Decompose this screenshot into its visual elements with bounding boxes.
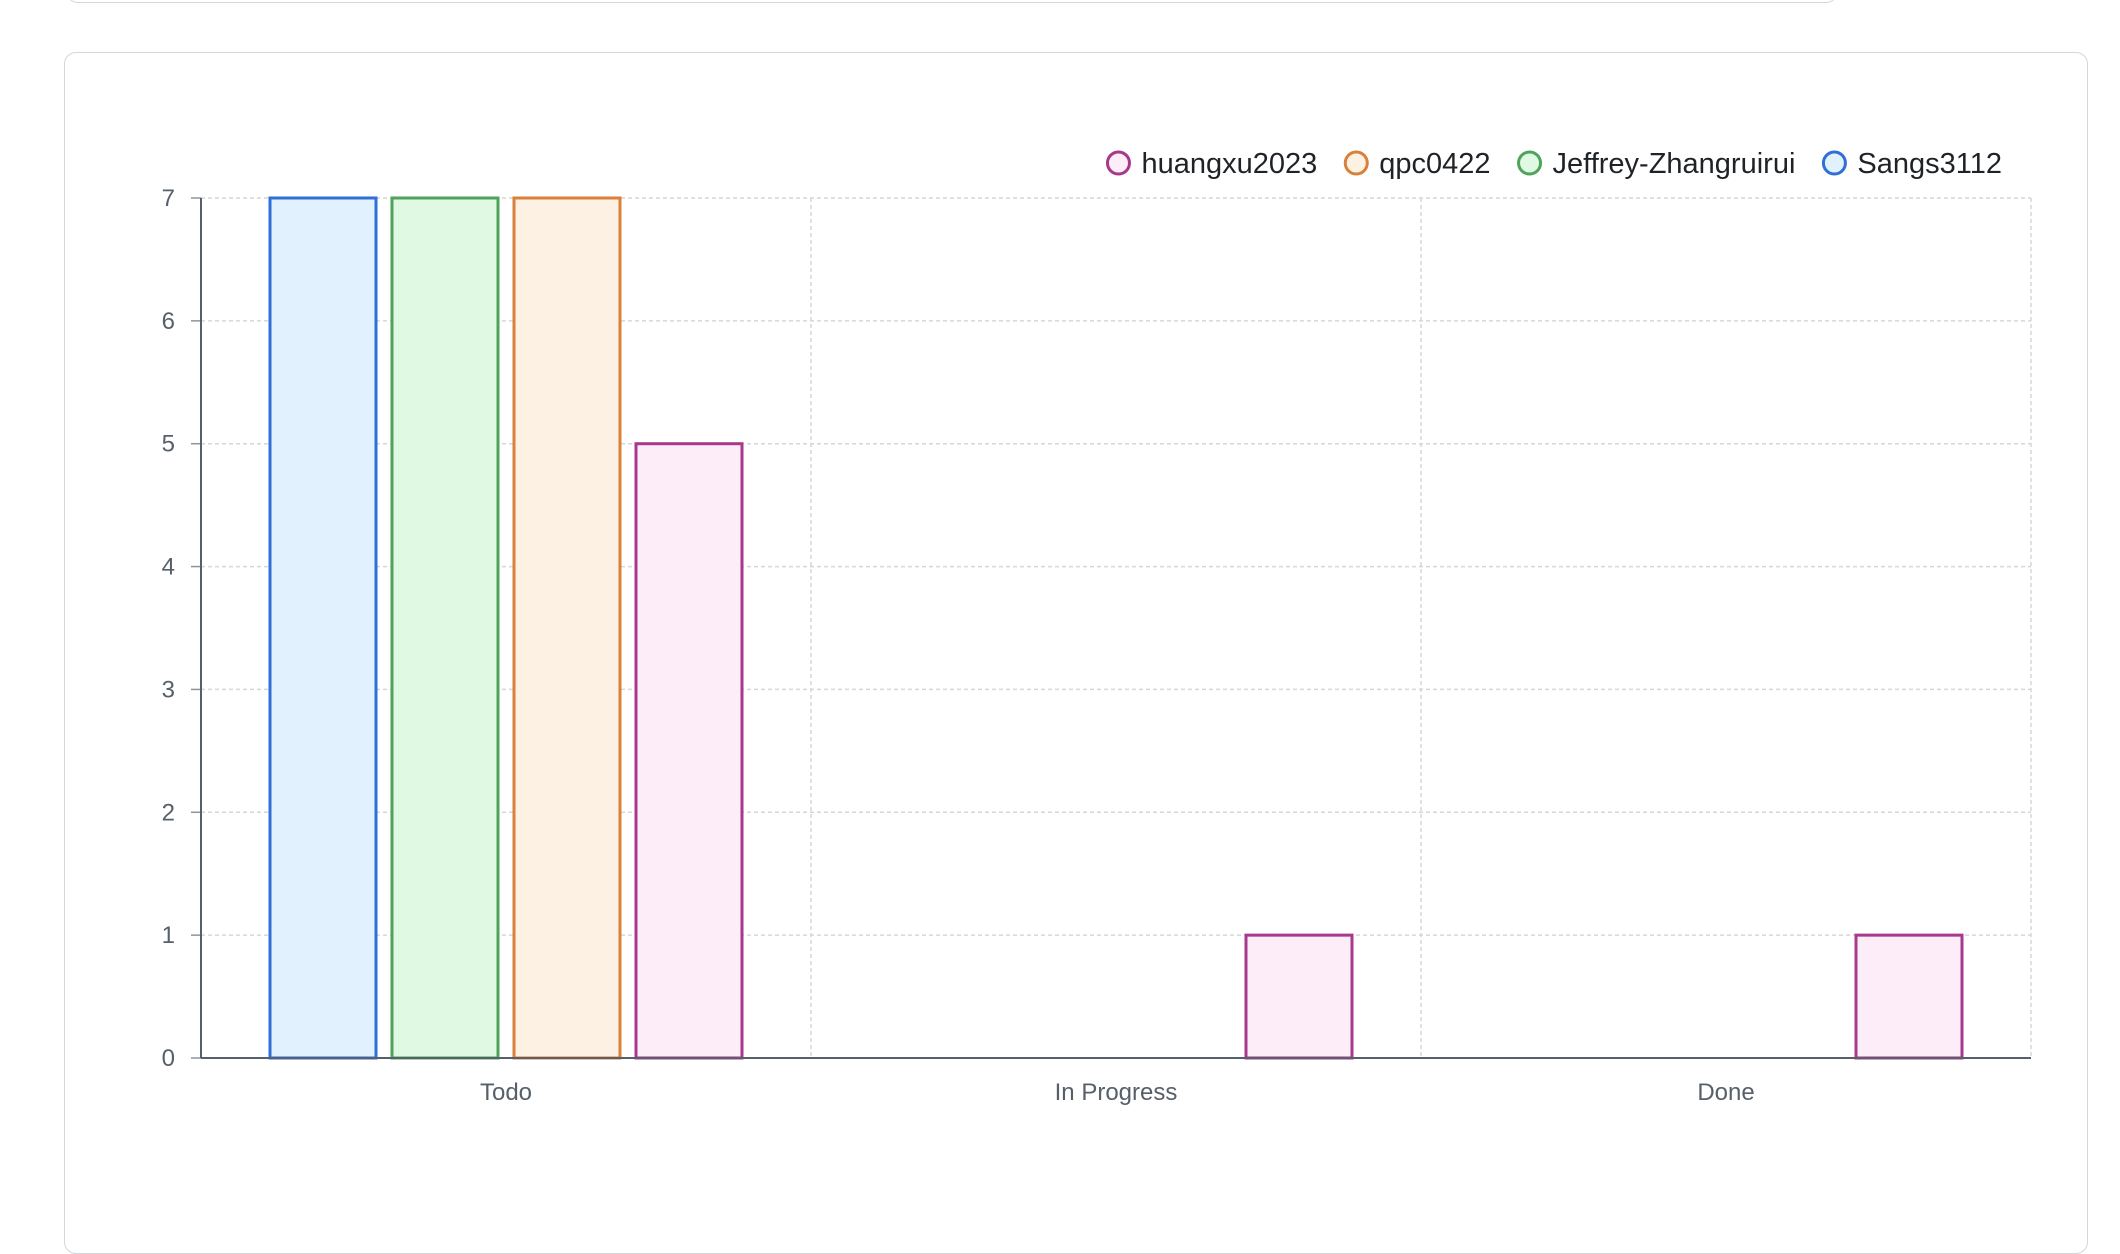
bars	[268, 196, 1964, 1060]
y-tick-label: 7	[162, 185, 175, 212]
legend-swatch-icon	[1343, 150, 1369, 176]
grid	[201, 197, 2032, 1058]
y-tick-label: 2	[162, 799, 175, 826]
y-tick-label: 1	[162, 922, 175, 949]
legend-swatch-icon	[1105, 150, 1131, 176]
legend-swatch-icon	[1821, 150, 1847, 176]
bar-chart: 0 1 2 3 4 5 6 7 Todo In Progress Done huangxu2023 q…	[162, 148, 2032, 1106]
y-tick-label: 6	[162, 308, 175, 335]
legend-label: Jeffrey-Zhangruirui	[1553, 148, 1796, 180]
bar-qpc0422-todo[interactable]	[512, 196, 622, 1060]
bar-Sangs3112-todo[interactable]	[268, 196, 378, 1060]
legend: huangxu2023 qpc0422 Jeffrey-Zhangruirui San…	[1105, 148, 2002, 180]
legend-item-Jeffrey-Zhangruirui[interactable]: Jeffrey-Zhangruirui	[1517, 148, 1796, 180]
legend-swatch-icon	[1517, 150, 1543, 176]
x-tick-label: Todo	[480, 1079, 532, 1106]
y-tick-label: 0	[162, 1045, 175, 1072]
bar-huangxu2023-todo[interactable]	[634, 442, 744, 1060]
bar-huangxu2023-in-progress[interactable]	[1244, 933, 1354, 1060]
axes	[191, 197, 2031, 1059]
legend-item-huangxu2023[interactable]: huangxu2023	[1105, 148, 1317, 180]
bar-huangxu2023-done[interactable]	[1854, 933, 1964, 1060]
x-tick-label: Done	[1697, 1079, 1754, 1106]
legend-item-qpc0422[interactable]: qpc0422	[1343, 148, 1491, 180]
legend-label: Sangs3112	[1857, 148, 2002, 180]
bar-Jeffrey-Zhangruirui-todo[interactable]	[390, 196, 500, 1060]
legend-label: qpc0422	[1379, 148, 1490, 180]
tick-labels: 0 1 2 3 4 5 6 7 Todo In Progress Done	[162, 185, 1755, 1106]
legend-label: huangxu2023	[1141, 148, 1317, 180]
legend-item-Sangs3112[interactable]: Sangs3112	[1821, 148, 2002, 180]
y-tick-label: 5	[162, 431, 175, 458]
x-tick-label: In Progress	[1055, 1079, 1178, 1106]
y-tick-label: 3	[162, 676, 175, 703]
y-tick-label: 4	[162, 554, 175, 581]
